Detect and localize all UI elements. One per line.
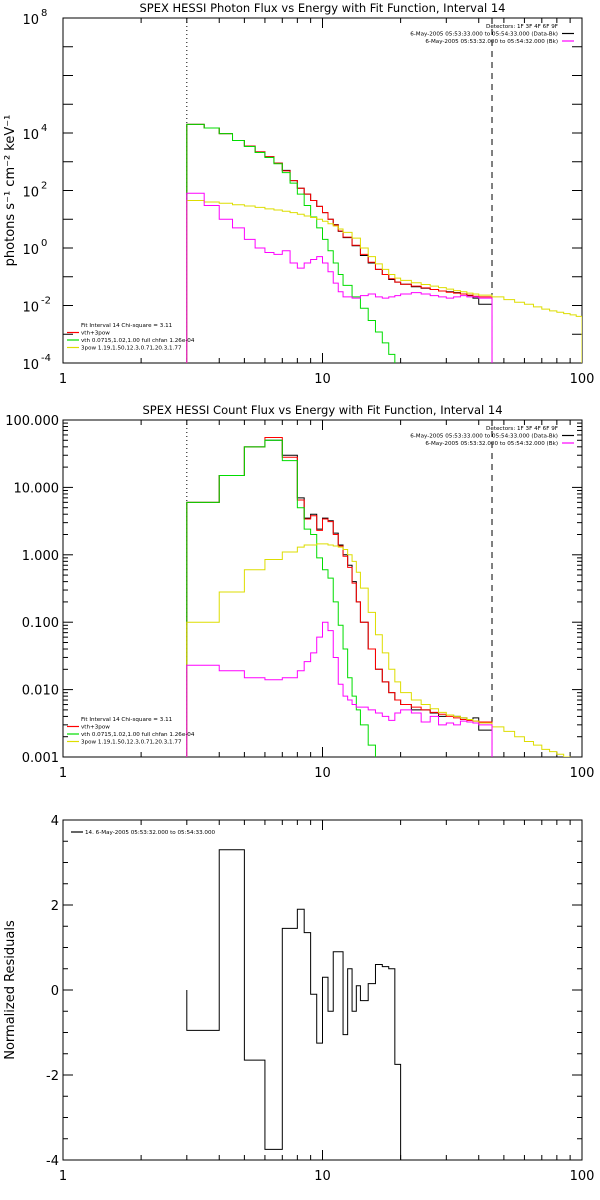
y-tick-label-exponent: 2 — [41, 181, 47, 192]
legend-entry: 6-May-2005 05:53:33.000 to 05:54:33.000 … — [410, 32, 558, 38]
series-fit-line — [186, 123, 493, 363]
legend-entry: Detectors: 1F 3F 4F 6F 9F — [486, 426, 558, 432]
legend-entry: Fit Interval 14 Chi-square = 3.11 — [81, 717, 173, 723]
series-data-line — [186, 123, 493, 363]
legend-entry: Fit Interval 14 Chi-square = 3.11 — [81, 323, 173, 329]
legend-top-right: Detectors: 1F 3F 4F 6F 9F 6-May-2005 05:5… — [410, 24, 574, 45]
x-tick-label: 1 — [59, 372, 67, 387]
y-tick-label: 1.000 — [22, 549, 59, 564]
x-tick-label: 100 — [570, 372, 595, 387]
y-tick-label: -4 — [46, 1154, 59, 1169]
y-tick-label: 0.010 — [22, 684, 59, 699]
x-tick-label: 10 — [314, 766, 331, 781]
series-vth-line — [186, 123, 396, 363]
legend-entry: 6-May-2005 05:53:32.000 to 05:54:32.000 … — [425, 39, 558, 45]
y-tick-label-exponent: 8 — [41, 8, 47, 19]
legend-entry: vth 0.0715,1.02,1.00 full chfan 1.26e-04 — [81, 732, 195, 738]
series-group — [186, 849, 402, 1160]
legend-entry: 6-May-2005 05:53:33.000 to 05:54:33.000 … — [410, 434, 558, 440]
plot-frame — [62, 419, 583, 758]
legend-entry: vth+3pow — [81, 725, 110, 731]
y-tick-label: 10 — [22, 358, 39, 373]
chart-title: SPEX HESSI Photon Flux vs Energy with Fi… — [139, 1, 505, 15]
series-group — [186, 437, 571, 757]
legend-top-left: 14. 6-May-2005 05:53:32.000 to 05:54:33.… — [71, 830, 216, 836]
legend-entry: vth+3pow — [81, 331, 110, 337]
x-tick-label: 1 — [59, 766, 67, 781]
legend-entry: Detectors: 1F 3F 4F 6F 9F — [486, 24, 558, 30]
y-tick-label: 10 — [22, 243, 39, 258]
series-vth-line — [186, 439, 376, 757]
y-axis-label: photons s⁻¹ cm⁻² keV⁻¹ — [3, 115, 18, 267]
series-group — [186, 123, 582, 363]
series-pow-line — [186, 543, 571, 757]
x-tick-label: 100 — [570, 1169, 595, 1184]
y-tick-label: 0.100 — [22, 616, 59, 631]
y-tick-label: 10 — [22, 186, 39, 201]
y-tick-label: 100.000 — [5, 414, 59, 429]
y-tick-label: 10 — [22, 301, 39, 316]
legend-entry: 3pow 1.19,1.50,12.3,0.71,20.3,1.77 — [81, 740, 182, 746]
legend-bottom-left: Fit Interval 14 Chi-square = 3.11 vth+3po… — [67, 717, 195, 746]
y-tick-label-exponent: -4 — [41, 353, 51, 364]
legend-entry: 6-May-2005 05:53:32.000 to 05:54:32.000 … — [425, 441, 558, 447]
chart-3: 1 10 100 -4 -2 0 2 4 Normalized Residuals 14. 6-M… — [3, 814, 594, 1184]
legend-entry: 3pow 1.19,1.50,12.3,0.71,20.3,1.77 — [81, 346, 182, 352]
x-tick-label: 10 — [314, 1169, 331, 1184]
legend-entry: 14. 6-May-2005 05:53:32.000 to 05:54:33.… — [85, 830, 216, 836]
y-tick-label-exponent: 0 — [41, 238, 47, 249]
y-tick-label: 10 — [22, 128, 39, 143]
series-fit-line — [186, 437, 493, 757]
chart-2: SPEX HESSI Count Flux vs Energy with Fit… — [5, 403, 594, 781]
series-bk-line — [186, 192, 493, 363]
y-tick-label-exponent: -2 — [41, 296, 51, 307]
legend-bottom-left: Fit Interval 14 Chi-square = 3.11 vth+3po… — [67, 323, 195, 352]
x-tick-label: 10 — [314, 372, 331, 387]
y-tick-label: 4 — [51, 814, 59, 829]
y-axis-label: Normalized Residuals — [3, 920, 18, 1060]
y-tick-label: 10 — [22, 13, 39, 28]
legend-entry: vth 0.0715,1.02,1.00 full chfan 1.26e-04 — [81, 338, 195, 344]
y-tick-label: 0 — [51, 984, 59, 999]
y-tick-label-exponent: 4 — [41, 123, 47, 134]
series-residuals-line — [186, 849, 402, 1160]
chart-1: SPEX HESSI Photon Flux vs Energy with Fi… — [3, 1, 594, 387]
plot-frame — [62, 17, 583, 364]
x-tick-label: 100 — [570, 766, 595, 781]
y-tick-label: 2 — [51, 899, 59, 914]
legend-top-right: Detectors: 1F 3F 4F 6F 9F 6-May-2005 05:5… — [410, 426, 574, 447]
series-bk-line — [186, 621, 493, 757]
series-data-line — [186, 439, 493, 757]
series-pow-line — [186, 199, 582, 363]
y-tick-label: 0.001 — [22, 751, 59, 766]
y-tick-label: 10.000 — [14, 481, 60, 496]
y-tick-label: -2 — [46, 1069, 59, 1084]
x-tick-label: 1 — [59, 1169, 67, 1184]
chart-title: SPEX HESSI Count Flux vs Energy with Fit… — [142, 403, 502, 417]
